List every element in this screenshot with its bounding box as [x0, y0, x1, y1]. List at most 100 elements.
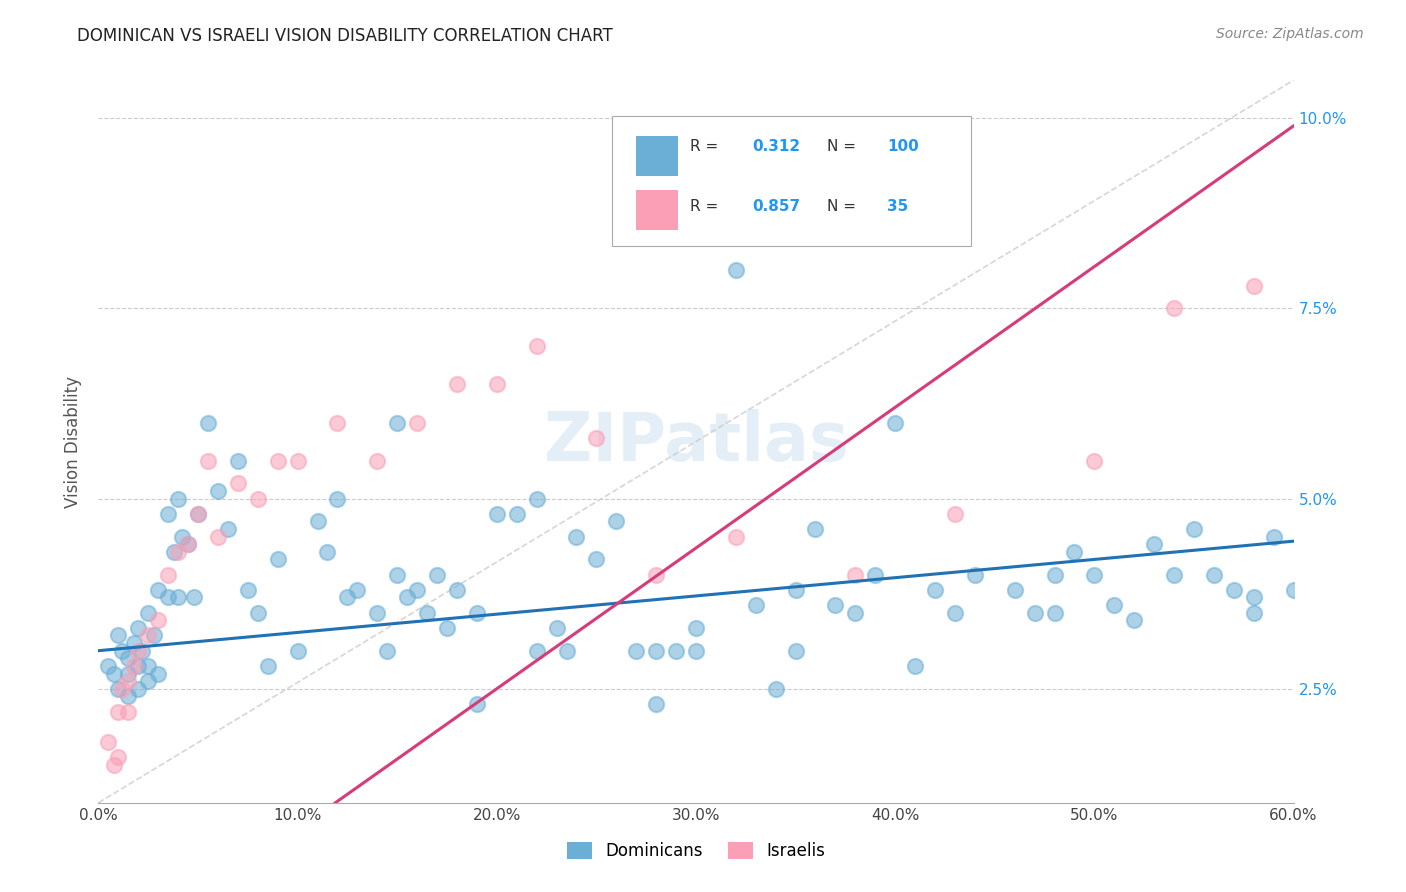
Point — [745, 598, 768, 612]
Point — [785, 643, 807, 657]
Point — [585, 431, 607, 445]
Point — [865, 567, 887, 582]
Point — [136, 659, 159, 673]
Point — [446, 377, 468, 392]
Point — [565, 530, 588, 544]
Point — [1123, 613, 1146, 627]
Point — [1083, 567, 1105, 582]
Point — [124, 636, 146, 650]
Point — [465, 606, 488, 620]
Point — [148, 666, 170, 681]
Point — [804, 522, 827, 536]
Point — [136, 674, 159, 689]
Point — [167, 491, 190, 506]
Point — [103, 666, 125, 681]
Text: 0.312: 0.312 — [752, 139, 800, 154]
Point — [97, 659, 120, 673]
Point — [375, 643, 398, 657]
Point — [724, 263, 747, 277]
Text: R =: R = — [690, 139, 723, 154]
FancyBboxPatch shape — [613, 117, 972, 246]
Point — [824, 598, 846, 612]
Point — [157, 591, 180, 605]
Point — [1043, 567, 1066, 582]
Point — [645, 567, 668, 582]
Bar — [637, 136, 678, 176]
Point — [107, 628, 129, 642]
Point — [131, 643, 153, 657]
Point — [97, 735, 120, 749]
Text: Source: ZipAtlas.com: Source: ZipAtlas.com — [1216, 27, 1364, 41]
Point — [136, 606, 159, 620]
Point — [385, 416, 409, 430]
Point — [127, 659, 149, 673]
Point — [117, 651, 139, 665]
Point — [626, 643, 648, 657]
Point — [316, 545, 339, 559]
Point — [246, 606, 269, 620]
Text: R =: R = — [690, 200, 723, 214]
Point — [287, 643, 309, 657]
Point — [117, 705, 139, 719]
Point — [1243, 591, 1265, 605]
Point — [246, 491, 269, 506]
Point — [904, 659, 927, 673]
Point — [396, 591, 419, 605]
Point — [1202, 567, 1225, 582]
Point — [197, 416, 219, 430]
Point — [526, 643, 548, 657]
Point — [1143, 537, 1166, 551]
Point — [943, 606, 966, 620]
Point — [1263, 530, 1285, 544]
Point — [127, 643, 149, 657]
Point — [256, 659, 278, 673]
Point — [103, 757, 125, 772]
Point — [436, 621, 458, 635]
Text: 0.857: 0.857 — [752, 200, 800, 214]
Point — [546, 621, 568, 635]
Bar — [637, 190, 678, 230]
Point — [1163, 567, 1185, 582]
Point — [844, 567, 866, 582]
Text: 35: 35 — [887, 200, 908, 214]
Point — [111, 681, 134, 696]
Point — [884, 416, 907, 430]
Point — [187, 507, 209, 521]
Point — [107, 681, 129, 696]
Point — [1004, 582, 1026, 597]
Point — [665, 643, 688, 657]
Point — [127, 681, 149, 696]
Point — [555, 643, 578, 657]
Point — [366, 453, 388, 467]
Point — [326, 491, 349, 506]
Point — [526, 491, 548, 506]
Point — [183, 591, 205, 605]
Point — [148, 613, 170, 627]
Point — [167, 545, 190, 559]
Point — [307, 515, 329, 529]
Point — [605, 515, 627, 529]
Point — [187, 507, 209, 521]
Point — [127, 621, 149, 635]
Point — [346, 582, 368, 597]
Point — [446, 582, 468, 597]
Point — [1043, 606, 1066, 620]
Point — [585, 552, 607, 566]
Point — [267, 453, 290, 467]
Point — [107, 750, 129, 764]
Point — [526, 339, 548, 353]
Point — [157, 507, 180, 521]
Point — [107, 705, 129, 719]
Point — [143, 628, 166, 642]
Y-axis label: Vision Disability: Vision Disability — [65, 376, 83, 508]
Point — [217, 522, 239, 536]
Point — [485, 507, 508, 521]
Point — [124, 659, 146, 673]
Point — [426, 567, 449, 582]
Point — [117, 674, 139, 689]
Point — [685, 643, 707, 657]
Point — [1063, 545, 1085, 559]
Text: N =: N = — [827, 139, 856, 154]
Point — [385, 567, 409, 582]
Point — [117, 666, 139, 681]
